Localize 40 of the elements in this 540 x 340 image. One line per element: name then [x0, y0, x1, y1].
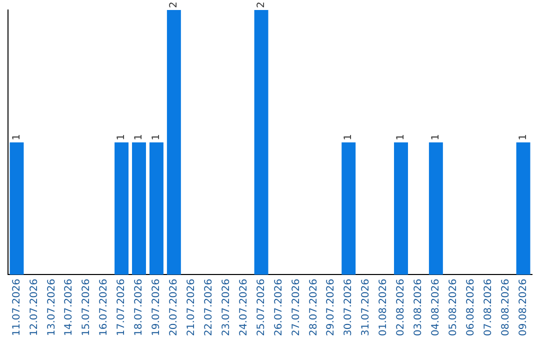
x-tick-label: 11.07.2026 — [11, 278, 22, 336]
data-label: 1 — [518, 134, 529, 140]
data-label: 2 — [168, 2, 180, 8]
x-tick-label: 28.07.2026 — [308, 278, 320, 336]
x-tick-label: 02.08.2026 — [396, 278, 407, 336]
x-tick-label: 07.08.2026 — [482, 278, 494, 336]
x-tick-label: 26.07.2026 — [273, 278, 284, 336]
data-label: 1 — [134, 134, 145, 140]
x-tick-label: 15.07.2026 — [81, 278, 92, 336]
x-tick-label: 29.07.2026 — [326, 278, 337, 336]
x-tick-label: 27.07.2026 — [290, 278, 302, 336]
data-label: 2 — [256, 2, 267, 8]
data-label: 1 — [396, 134, 407, 140]
x-tick-label: 16.07.2026 — [98, 278, 110, 336]
data-label: 1 — [430, 134, 442, 140]
data-label: 1 — [116, 134, 128, 140]
x-tick-label: 14.07.2026 — [64, 278, 75, 336]
x-tick-label: 04.08.2026 — [430, 278, 442, 336]
x-tick-label: 06.08.2026 — [465, 278, 476, 336]
x-tick-label: 21.07.2026 — [186, 278, 197, 336]
x-tick-label: 24.07.2026 — [238, 278, 250, 336]
x-tick-label: 09.08.2026 — [518, 278, 529, 336]
x-tick-label: 03.08.2026 — [413, 278, 424, 336]
x-tick-label: 23.07.2026 — [220, 278, 232, 336]
x-tick-label: 19.07.2026 — [151, 278, 162, 336]
data-label: 1 — [11, 134, 22, 140]
x-tick-label: 30.07.2026 — [343, 278, 354, 336]
x-tick-label: 12.07.2026 — [28, 278, 40, 336]
x-tick-label: 20.07.2026 — [168, 278, 180, 336]
x-tick-label: 17.07.2026 — [116, 278, 128, 336]
x-tick-label: 13.07.2026 — [46, 278, 58, 336]
x-tick-label: 01.08.2026 — [378, 278, 390, 336]
x-tick-label: 22.07.2026 — [203, 278, 214, 336]
x-tick-label: 05.08.2026 — [448, 278, 459, 336]
data-label: 1 — [343, 134, 354, 140]
x-tick-label: 25.07.2026 — [256, 278, 267, 336]
x-tick-label: 08.08.2026 — [500, 278, 512, 336]
x-tick-label: 31.07.2026 — [360, 278, 372, 336]
x-tick-label: 18.07.2026 — [134, 278, 145, 336]
data-label: 1 — [151, 134, 162, 140]
